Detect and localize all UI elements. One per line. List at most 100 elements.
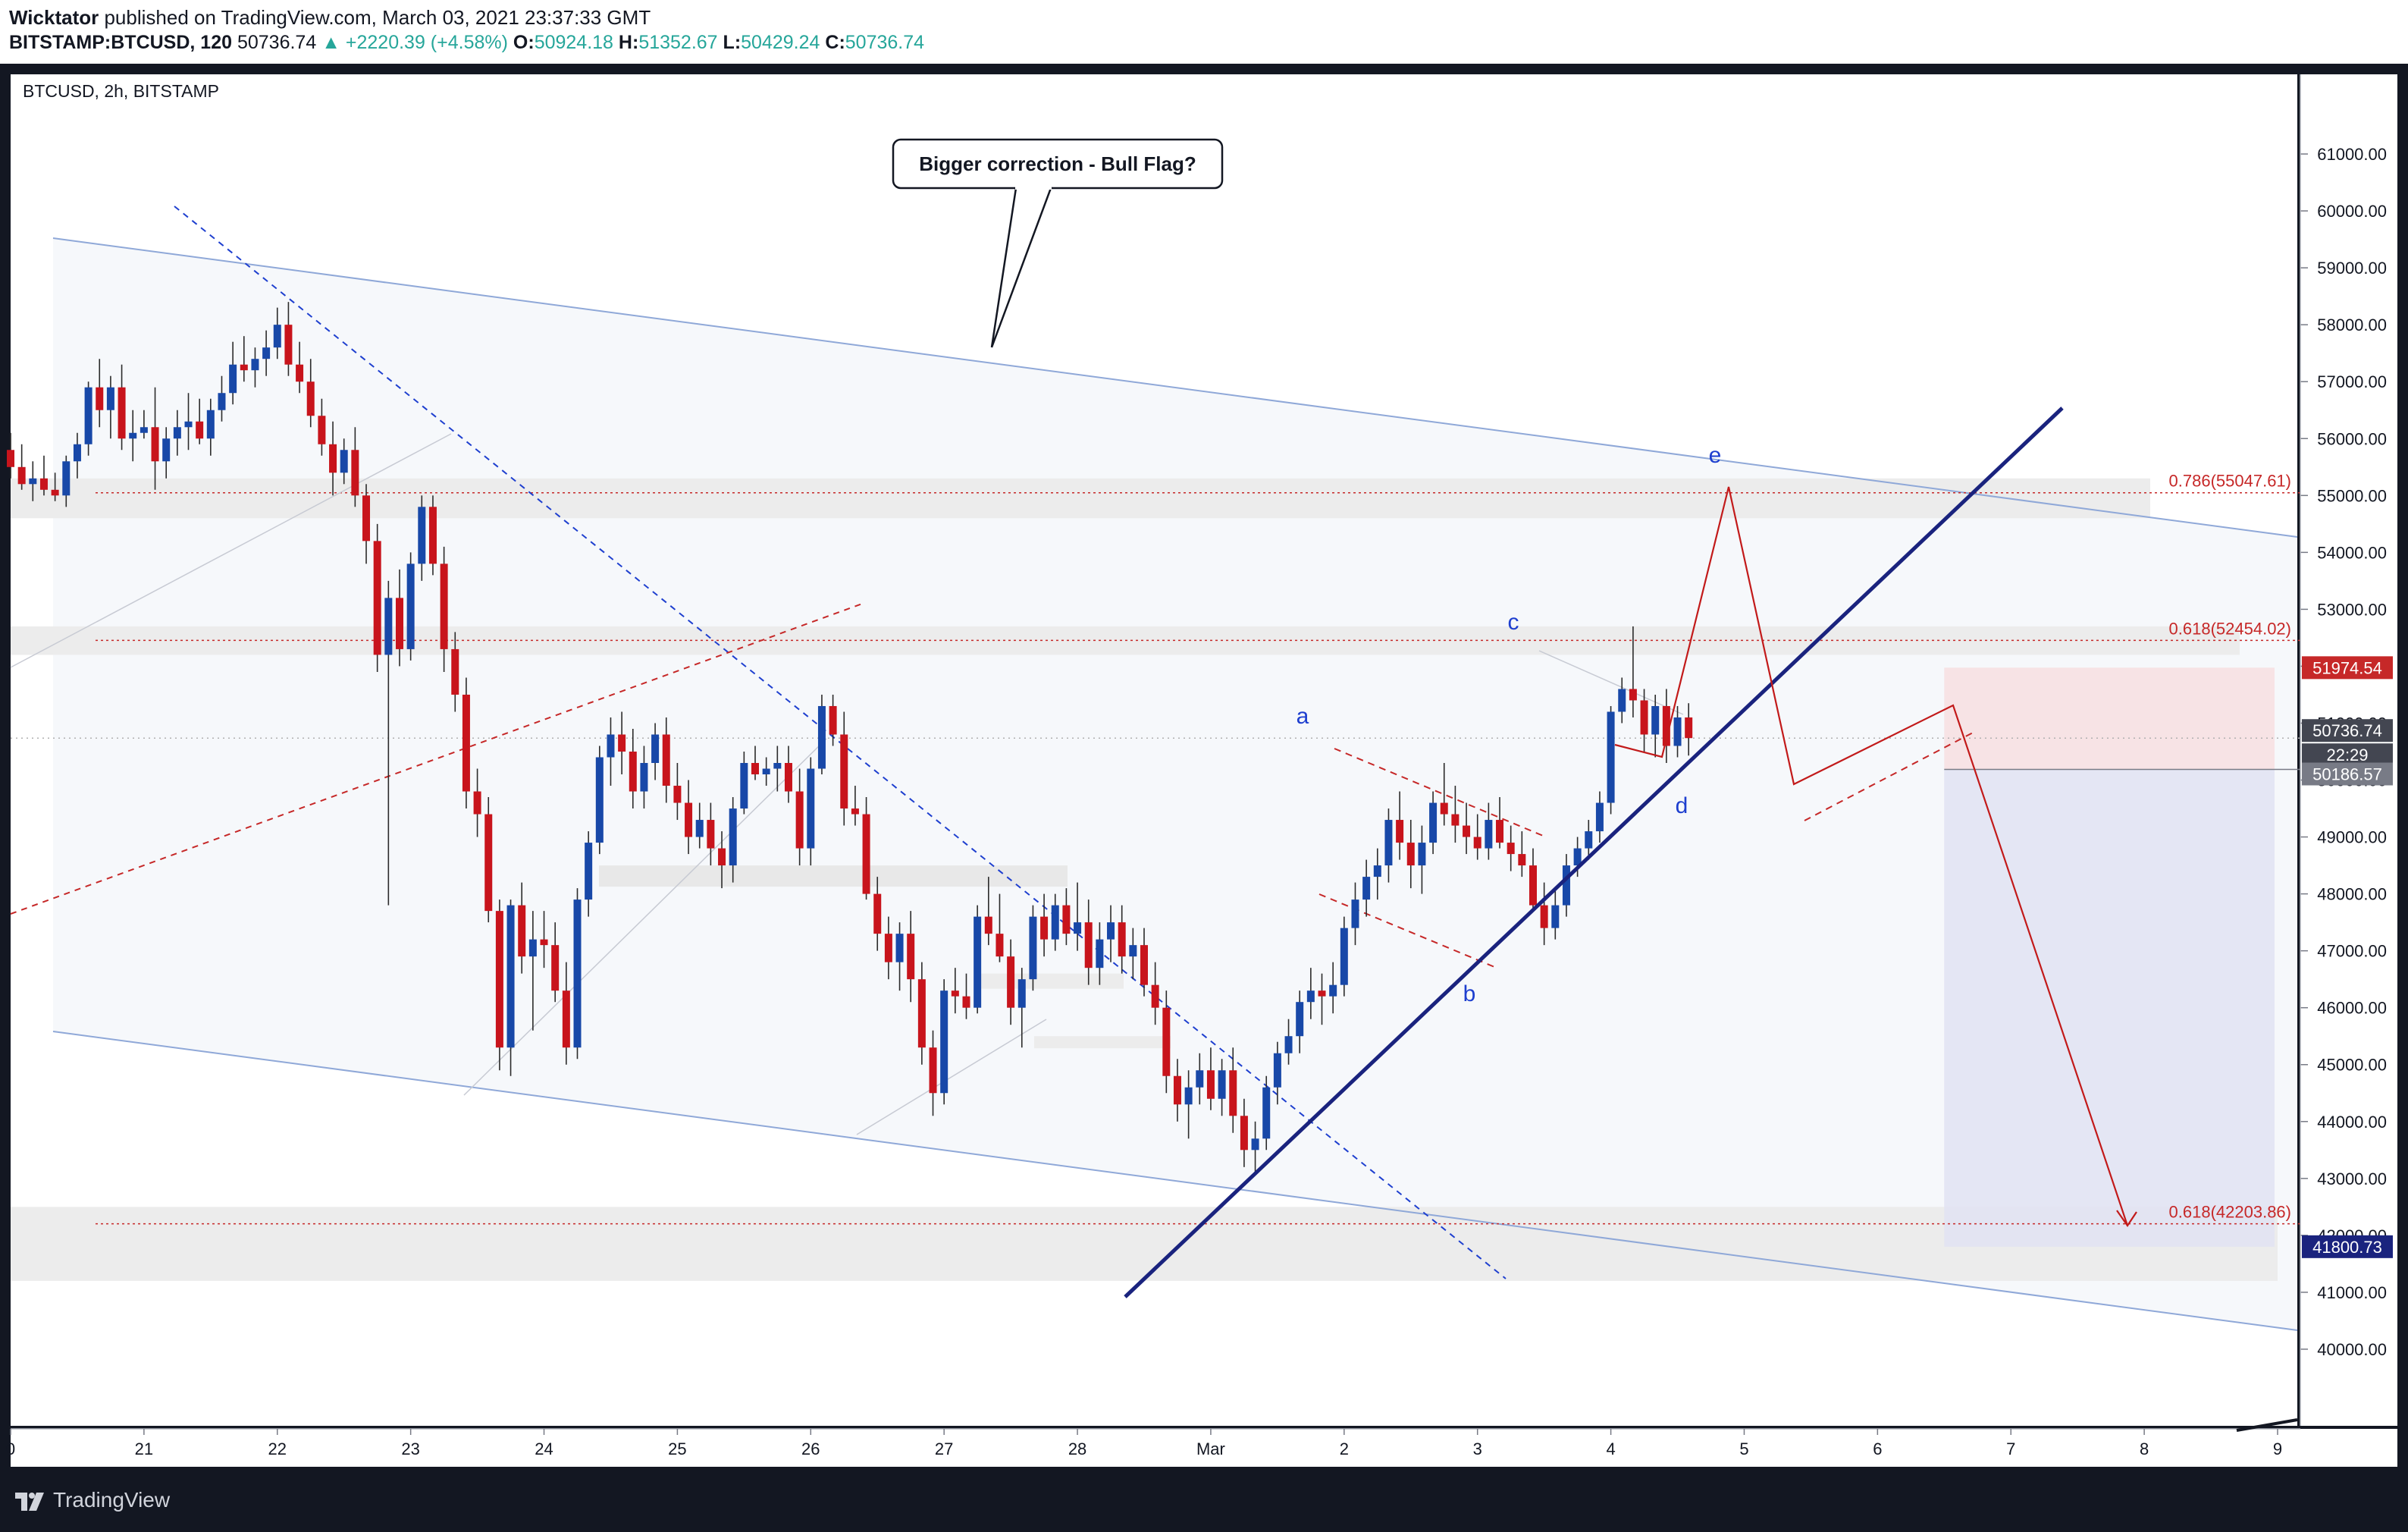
y-tick-label: 47000.00 <box>2317 942 2387 961</box>
candle-body <box>129 432 137 439</box>
flag-upper-dashed <box>1334 748 1547 838</box>
flag-lower-dashed <box>1318 893 1499 969</box>
candle-body <box>1040 916 1049 940</box>
candle-body <box>1007 956 1015 1008</box>
x-tick-label: 4 <box>1606 1439 1615 1458</box>
candle-body <box>1573 848 1582 866</box>
candle-body <box>1529 865 1537 906</box>
author-name[interactable]: Wicktator <box>9 6 99 29</box>
small-zone-2 <box>980 973 1124 989</box>
symbol-interval: BITSTAMP:BTCUSD, 120 <box>9 32 233 53</box>
stop-loss-zone <box>1944 667 2275 770</box>
candle-body <box>551 945 560 991</box>
candle-bearish <box>718 831 726 889</box>
candle-bearish <box>540 911 548 968</box>
candle-bullish <box>1562 854 1570 917</box>
y-tick-label: 46000.00 <box>2317 999 2387 1018</box>
candle-body <box>440 564 448 649</box>
x-tick-label: 8 <box>2140 1439 2149 1458</box>
candle-body <box>106 387 114 410</box>
resistance-zone <box>11 478 2150 519</box>
candle-bullish <box>406 552 415 661</box>
y-tick-label: 40000.00 <box>2317 1340 2387 1359</box>
x-tick-label: Mar <box>1196 1439 1225 1458</box>
y-tick-label: 49000.00 <box>2317 828 2387 847</box>
candle-body <box>1440 802 1448 815</box>
y-tick-label: 56000.00 <box>2317 429 2387 448</box>
candle-bearish <box>428 495 437 576</box>
candle-bearish <box>1318 973 1326 1025</box>
candle-bearish <box>673 763 682 821</box>
candle-body <box>1640 700 1648 735</box>
candle-body <box>1329 984 1337 997</box>
candle-bearish <box>196 398 204 444</box>
y-tick-label: 53000.00 <box>2317 600 2387 619</box>
x-tick-label: 21 <box>135 1439 153 1458</box>
chart-frame[interactable]: 0.786(55047.61) 0.618(52454.02) 0.618(4220… <box>0 64 2408 1470</box>
price-chart[interactable]: 0.786(55047.61) 0.618(52454.02) 0.618(4220… <box>0 64 2408 1470</box>
candle-body <box>17 466 26 485</box>
x-tick-label: 5 <box>1739 1439 1748 1458</box>
candle-bearish <box>451 632 459 712</box>
candle-body <box>29 478 37 485</box>
tradingview-brand-text[interactable]: TradingView <box>53 1488 171 1512</box>
candle-bullish <box>1418 825 1426 894</box>
x-tick-label: 26 <box>801 1439 820 1458</box>
callout-box <box>892 138 1224 190</box>
candle-bullish <box>1485 802 1493 860</box>
candle-body <box>451 648 459 695</box>
candle-bullish <box>1340 916 1348 997</box>
candle-body <box>1318 990 1326 997</box>
price-label-box <box>2302 762 2393 786</box>
x-tick-label: 23 <box>401 1439 419 1458</box>
candle-body <box>1595 802 1604 832</box>
candle-bearish <box>1496 797 1504 849</box>
candle-body <box>1306 990 1315 1003</box>
candle-bearish <box>462 677 470 809</box>
candle-bearish <box>362 484 371 564</box>
candle-body <box>262 347 271 359</box>
candle-body <box>495 911 503 1048</box>
candle-body <box>929 1047 937 1094</box>
candle-body <box>284 325 293 365</box>
candle-body <box>585 843 593 900</box>
candle-body <box>251 359 259 371</box>
candle-body <box>1384 820 1393 866</box>
candle-body <box>695 820 704 837</box>
price-label-box <box>2302 656 2393 680</box>
candle-body <box>518 905 526 957</box>
candle-bullish <box>1074 882 1082 951</box>
low-value: 50429.24 <box>741 32 820 53</box>
candle-body <box>1485 820 1493 849</box>
candle-bullish <box>1673 705 1682 758</box>
footer-bar: TradingView <box>0 1470 2408 1532</box>
fib-label: 0.618(52454.02) <box>2169 619 2291 638</box>
candle-body <box>1618 689 1626 712</box>
candle-bullish <box>740 752 748 815</box>
x-tick-label: 2 <box>1340 1439 1349 1458</box>
candle-body <box>206 410 215 439</box>
tradingview-logo-icon[interactable] <box>14 1486 47 1515</box>
price-label: 51974.54 <box>2312 658 2382 677</box>
price-label: 41800.73 <box>2312 1238 2382 1257</box>
candle-bearish <box>1463 802 1471 855</box>
candle-body <box>428 507 437 564</box>
candle-bearish <box>318 398 326 456</box>
candle-body <box>1451 814 1460 826</box>
candle-body <box>884 934 892 962</box>
candle-bullish <box>73 432 81 479</box>
candle-bearish <box>1629 626 1637 717</box>
candle-bullish <box>506 899 515 1076</box>
candle-body <box>1296 1002 1304 1037</box>
candle-body <box>1162 1007 1171 1076</box>
candle-body <box>351 450 359 496</box>
candle-bearish <box>551 922 560 1003</box>
candle-bearish <box>795 768 804 866</box>
candle-body <box>51 489 59 496</box>
candle-body <box>618 734 626 752</box>
candle-body <box>184 421 193 428</box>
candle-bullish <box>807 757 815 866</box>
candle-body <box>673 786 682 803</box>
candle-body <box>651 734 660 764</box>
candle-bearish <box>118 364 126 450</box>
